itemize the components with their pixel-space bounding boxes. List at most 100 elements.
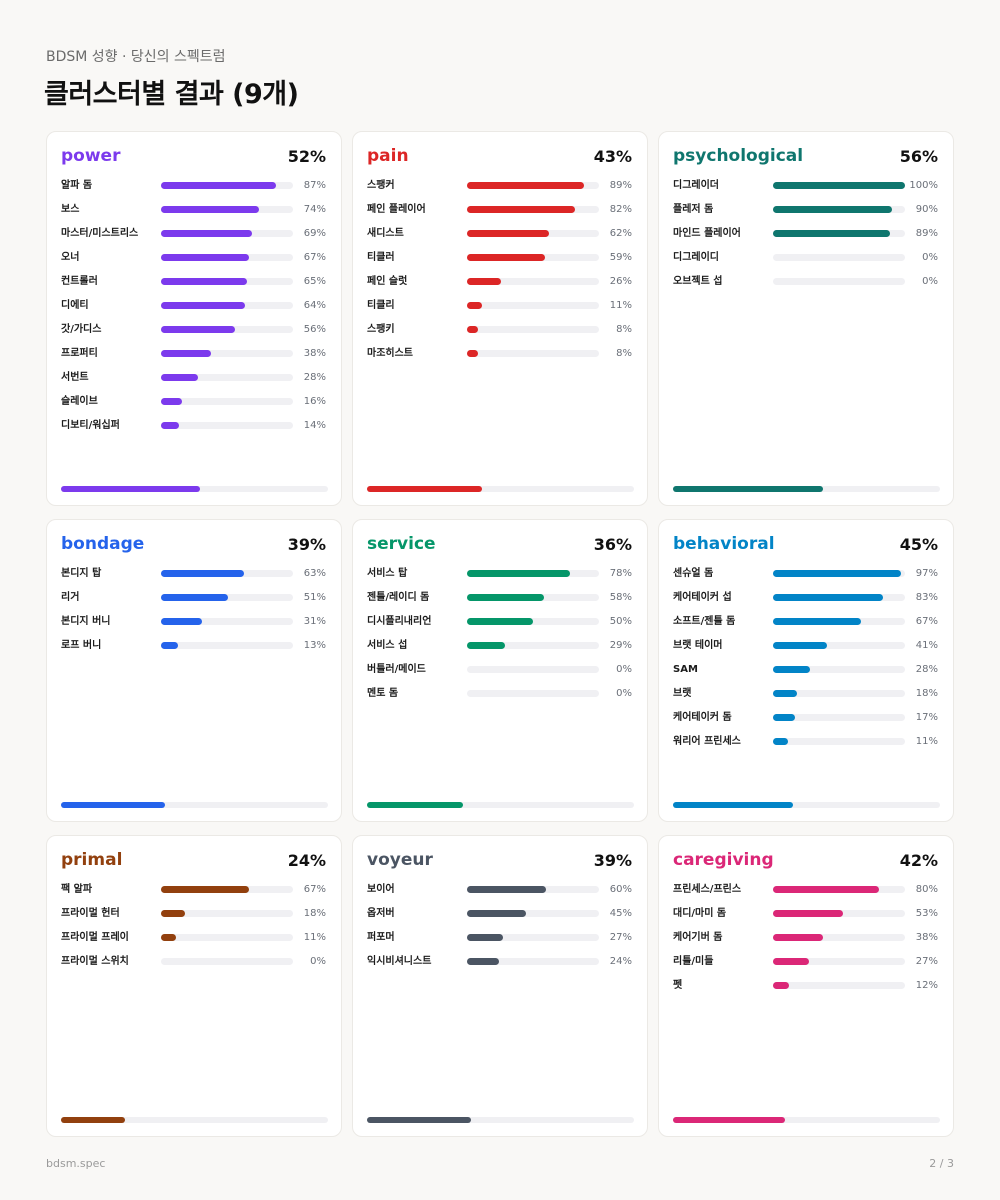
- bar-value-label: 56%: [303, 324, 326, 335]
- bar-track: [161, 594, 293, 601]
- bar-track: [161, 422, 293, 429]
- cluster-card-primal: primal 24% 팩 알파 67% 프라이멀 헌터 18% 프라이멀 프레이 11% 프라이…: [46, 835, 342, 1137]
- bar-row: 티클러 59%: [353, 250, 647, 266]
- bar-track: [467, 910, 599, 917]
- bar-row: 보스 74%: [47, 202, 341, 218]
- bar: [773, 230, 891, 237]
- bar-row: 워리어 프린세스 11%: [659, 734, 953, 750]
- cluster-score-track: [673, 486, 940, 492]
- cluster-name: bondage: [61, 534, 145, 554]
- cluster-score: 24%: [287, 851, 326, 870]
- cluster-score-track: [673, 1117, 940, 1123]
- bar: [773, 618, 862, 625]
- bar-track: [161, 230, 293, 237]
- bar-track: [467, 278, 599, 285]
- bar-row: 프린세스/프린스 80%: [659, 882, 953, 898]
- bar-row: 디시플리내리언 50%: [353, 614, 647, 630]
- bar-label: 젠틀/레이디 돔: [367, 592, 430, 603]
- cluster-name: psychological: [673, 146, 804, 166]
- bar-value-label: 27%: [915, 956, 938, 967]
- bar-label: 오너: [61, 252, 80, 263]
- bar: [161, 618, 202, 625]
- bar-row: SAM 28%: [659, 662, 953, 678]
- bar-row: 팩 알파 67%: [47, 882, 341, 898]
- bar: [467, 182, 585, 189]
- bar: [467, 206, 576, 213]
- bar-label: 컨트롤러: [61, 276, 98, 287]
- bar: [773, 690, 797, 697]
- bar: [773, 738, 788, 745]
- bar-track: [773, 570, 905, 577]
- bar-track: [773, 594, 905, 601]
- bar-row: 소프트/젠틀 돔 67%: [659, 614, 953, 630]
- bar-row: 옵저버 45%: [353, 906, 647, 922]
- bar: [161, 374, 198, 381]
- cluster-card-caregiving: caregiving 42% 프린세스/프린스 80% 대디/마미 돔 53% 케어기버 돔…: [658, 835, 954, 1137]
- bar-track: [467, 230, 599, 237]
- bar-value-label: 8%: [616, 348, 632, 359]
- bar-row: 슬레이브 16%: [47, 394, 341, 410]
- cluster-score-bar: [61, 486, 200, 492]
- bar-value-label: 11%: [609, 300, 632, 311]
- bar-track: [467, 302, 599, 309]
- bar-value-label: 17%: [915, 712, 938, 723]
- bar-row: 본디지 버니 31%: [47, 614, 341, 630]
- bar-label: 알파 돔: [61, 180, 93, 191]
- bar-row: 리틀/미들 27%: [659, 954, 953, 970]
- cluster-card-behavioral: behavioral 45% 센슈얼 돔 97% 케어테이커 섭 83% 소프트/젠틀 돔 6…: [658, 519, 954, 822]
- cluster-score: 36%: [593, 535, 632, 554]
- bar-label: 디에티: [61, 300, 89, 311]
- bar-track: [773, 206, 905, 213]
- bar-row: 프로퍼티 38%: [47, 346, 341, 362]
- bar-label: 팩 알파: [61, 884, 93, 895]
- bar-label: 새디스트: [367, 228, 404, 239]
- bar-label: 오브젝트 섭: [673, 276, 723, 287]
- bar-track: [467, 570, 599, 577]
- bar-track: [773, 666, 905, 673]
- bar-label: 보이어: [367, 884, 395, 895]
- bar-label: 브랫: [673, 688, 692, 699]
- cluster-card-service: service 36% 서비스 탑 78% 젠틀/레이디 돔 58% 디시플리내리언 50% 서…: [352, 519, 648, 822]
- bar-row: 디그레이더 100%: [659, 178, 953, 194]
- cluster-score: 43%: [593, 147, 632, 166]
- bar-value-label: 13%: [303, 640, 326, 651]
- bar: [467, 642, 506, 649]
- bar-value-label: 16%: [303, 396, 326, 407]
- bar-value-label: 67%: [303, 252, 326, 263]
- bar-label: SAM: [673, 664, 698, 675]
- bar-row: 브랫 18%: [659, 686, 953, 702]
- footer-brand: bdsm.spec: [46, 1157, 106, 1170]
- bar-label: 로프 버니: [61, 640, 102, 651]
- bar-label: 서비스 탑: [367, 568, 408, 579]
- bar-label: 프라이멀 프레이: [61, 932, 129, 943]
- bar-label: 워리어 프린세스: [673, 736, 741, 747]
- bar-value-label: 0%: [310, 956, 326, 967]
- bar-label: 티클리: [367, 300, 395, 311]
- cluster-score-track: [367, 486, 634, 492]
- bar: [467, 618, 533, 625]
- bar: [161, 398, 183, 405]
- cluster-score: 39%: [287, 535, 326, 554]
- bar-value-label: 59%: [609, 252, 632, 263]
- bar-row: 알파 돔 87%: [47, 178, 341, 194]
- cluster-score-track: [367, 1117, 634, 1123]
- bar-row: 플레저 돔 90%: [659, 202, 953, 218]
- bar-row: 스팽키 8%: [353, 322, 647, 338]
- bar-row: 디에티 64%: [47, 298, 341, 314]
- bar-row: 오브젝트 섭 0%: [659, 274, 953, 290]
- bar-value-label: 100%: [909, 180, 938, 191]
- bar-label: 소프트/젠틀 돔: [673, 616, 736, 627]
- bar: [161, 350, 212, 357]
- bar-track: [773, 618, 905, 625]
- bar-label: 센슈얼 돔: [673, 568, 714, 579]
- cluster-score: 45%: [899, 535, 938, 554]
- bar-label: 프로퍼티: [61, 348, 98, 359]
- cluster-score-track: [61, 1117, 328, 1123]
- bar-track: [773, 278, 905, 285]
- bar-row: 대디/마미 돔 53%: [659, 906, 953, 922]
- bar: [161, 278, 247, 285]
- cluster-name: voyeur: [367, 850, 433, 870]
- cluster-card-power: power 52% 알파 돔 87% 보스 74% 마스터/미스트리스 69% 오너 67% 컨트롤…: [46, 131, 342, 506]
- cluster-score: 56%: [899, 147, 938, 166]
- bar-label: 프린세스/프린스: [673, 884, 742, 895]
